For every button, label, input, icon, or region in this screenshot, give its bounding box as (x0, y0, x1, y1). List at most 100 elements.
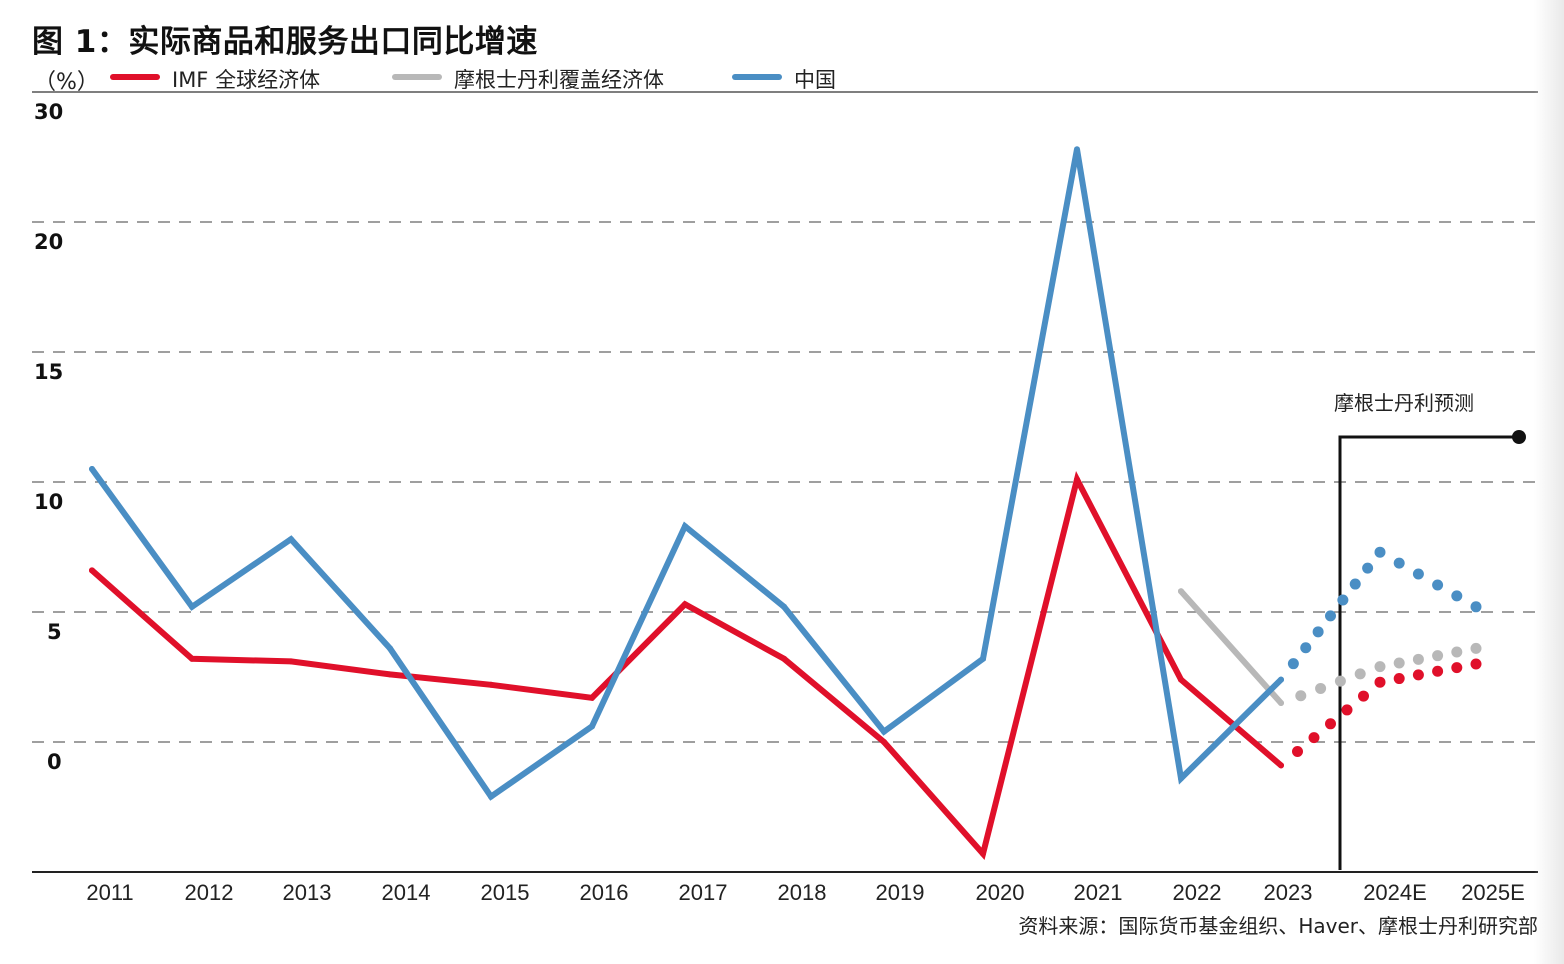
x-tick-label: 2016 (580, 880, 629, 905)
forecast-dot-0 (1393, 673, 1405, 685)
data-point-2-2015 (488, 793, 494, 800)
data-point-0-2013 (288, 658, 294, 665)
data-point-2-2018 (781, 603, 787, 610)
data-point-2-2024E (1377, 549, 1383, 556)
forecast-dot-2 (1300, 642, 1312, 654)
x-tick-label: 2018 (778, 880, 827, 905)
forecast-bracket-line (1338, 435, 1518, 870)
data-point-0-2021 (1074, 476, 1080, 483)
data-point-0-2011 (89, 567, 95, 574)
forecast-dot-0 (1308, 732, 1320, 744)
data-point-2-2014 (387, 645, 393, 652)
forecast-dot-0 (1412, 669, 1424, 681)
forecast-dot-2 (1451, 590, 1463, 602)
forecast-dot-1 (1432, 650, 1444, 662)
data-point-0-2020 (980, 850, 986, 857)
y-tick-label: 5 (47, 620, 62, 644)
x-tick-label: 2015 (481, 880, 530, 905)
data-point-0-2023 (1278, 762, 1284, 769)
forecast-dot-2 (1325, 610, 1336, 622)
forecast-dot-2 (1362, 562, 1374, 574)
data-point-2-2019 (881, 728, 887, 735)
forecast-dot-2 (1412, 568, 1424, 580)
y-tick-label: 20 (34, 230, 63, 254)
data-point-1-2023 (1278, 700, 1284, 706)
forecast-dot-1 (1393, 657, 1405, 669)
x-tick-label: 2020 (976, 880, 1025, 905)
legend-swatch-ms-coverage (392, 74, 442, 80)
data-point-2-2021 (1074, 146, 1080, 153)
legend-label-imf: IMF 全球经济体 (172, 68, 321, 92)
y-tick-label: 15 (34, 360, 63, 384)
x-tick-label: 2025E (1461, 880, 1525, 905)
legend-swatch-imf (110, 74, 160, 80)
data-point-0-2016 (589, 694, 595, 701)
data-point-1-2025E (1473, 645, 1479, 652)
y-tick-label: 10 (34, 490, 63, 514)
x-tick-label: 2013 (283, 880, 332, 905)
forecast-marker: 摩根士丹利预测 (1334, 391, 1526, 870)
forecast-dot-2 (1432, 579, 1444, 591)
y-tick-label: 0 (47, 750, 62, 774)
data-point-0-2015 (488, 681, 494, 688)
forecast-dot-2 (1337, 594, 1349, 606)
forecast-dot-1 (1315, 682, 1327, 694)
series-line-2 (89, 148, 1284, 801)
gridlines (32, 91, 1538, 873)
x-tick-label: 2011 (86, 880, 133, 905)
series-line-0 (89, 470, 1284, 861)
data-point-2-2016 (589, 723, 595, 730)
data-point-2-2023 (1278, 676, 1284, 683)
legend: （%） IMF 全球经济体 摩根士丹利覆盖经济体 中国 (0, 62, 1564, 95)
forecast-dot-1 (1412, 653, 1424, 665)
source-note: 资料来源：国际货币基金组织、Haver、摩根士丹利研究部 (1018, 914, 1538, 938)
data-point-0-2022 (1178, 676, 1184, 683)
page-edge-shadow (1534, 0, 1564, 964)
forecast-dot-2 (1312, 626, 1324, 638)
x-tick-label: 2017 (679, 880, 728, 905)
y-tick-label: 30 (34, 100, 63, 124)
chart-title: 图 1：实际商品和服务出口同比增速 (32, 24, 538, 60)
forecast-dot-1 (1334, 675, 1346, 687)
forecast-dot-1 (1295, 690, 1307, 702)
x-tick-label: 2021 (1074, 880, 1123, 905)
forecast-dot-2 (1287, 658, 1299, 670)
series-line-1 (1178, 588, 1284, 706)
data-point-0-2018 (781, 655, 787, 662)
data-point-0-2014 (387, 671, 393, 678)
forecast-dot-1 (1451, 646, 1463, 658)
y-axis-unit: （%） (34, 70, 99, 95)
data-point-2-2011 (89, 466, 95, 472)
data-point-2-2025E (1473, 603, 1479, 610)
x-tick-label: 2024E (1363, 880, 1427, 905)
data-point-0-2019 (881, 739, 887, 745)
x-tick-label: 2019 (876, 880, 925, 905)
x-tick-label: 2014 (382, 880, 431, 905)
forecast-dot-0 (1432, 665, 1444, 677)
data-point-1-2022 (1178, 588, 1184, 595)
legend-swatch-china (732, 74, 782, 80)
forecast-dot-2 (1349, 578, 1361, 590)
forecast-dot-2 (1393, 557, 1405, 569)
data-point-1-2024E (1377, 663, 1383, 670)
data-point-0-2025E (1473, 661, 1479, 667)
y-axis-ticks: 30 20 15 10 5 0 (34, 100, 63, 774)
forecast-dot-0 (1451, 662, 1463, 674)
x-tick-label: 2022 (1173, 880, 1222, 905)
forecast-dot-0 (1292, 746, 1303, 758)
series-lines (89, 146, 1482, 861)
forecast-annotation: 摩根士丹利预测 (1334, 391, 1474, 415)
forecast-dot-0 (1358, 690, 1369, 702)
legend-label-ms-coverage: 摩根士丹利覆盖经济体 (454, 68, 664, 92)
forecast-dot-1 (1354, 668, 1366, 680)
data-point-0-2017 (682, 601, 688, 608)
data-point-0-2024E (1377, 679, 1383, 686)
data-point-2-2013 (288, 536, 294, 543)
x-tick-label: 2023 (1264, 880, 1313, 905)
data-point-2-2017 (682, 523, 688, 530)
forecast-dot-0 (1325, 718, 1336, 730)
data-point-2-2012 (189, 603, 195, 610)
data-point-2-2022 (1178, 775, 1184, 782)
x-tick-label: 2012 (185, 880, 234, 905)
